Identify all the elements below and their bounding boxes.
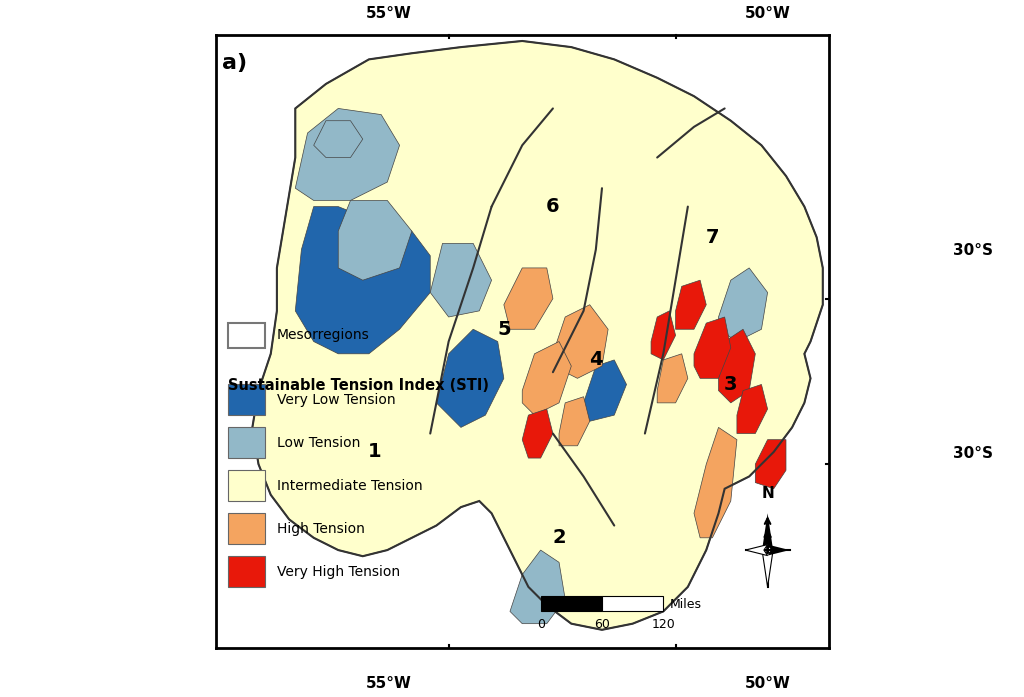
Polygon shape xyxy=(252,41,823,630)
Polygon shape xyxy=(756,440,786,489)
Polygon shape xyxy=(338,201,412,280)
Polygon shape xyxy=(737,385,768,434)
Text: a): a) xyxy=(221,53,247,73)
Polygon shape xyxy=(694,317,731,378)
Bar xyxy=(227,323,264,348)
Polygon shape xyxy=(762,550,773,587)
Text: 1: 1 xyxy=(369,443,382,461)
Text: 30°S: 30°S xyxy=(953,243,993,259)
Text: 0: 0 xyxy=(537,618,545,631)
Bar xyxy=(227,385,264,415)
Bar xyxy=(227,556,264,587)
Text: Low Tension: Low Tension xyxy=(276,436,360,450)
Polygon shape xyxy=(719,268,768,342)
Text: High Tension: High Tension xyxy=(276,521,365,535)
Polygon shape xyxy=(719,329,756,403)
Polygon shape xyxy=(553,305,608,378)
Text: Intermediate Tension: Intermediate Tension xyxy=(276,479,423,493)
Polygon shape xyxy=(295,109,399,201)
Text: Very High Tension: Very High Tension xyxy=(276,565,400,579)
Text: Mesorregions: Mesorregions xyxy=(276,328,370,342)
Text: 120: 120 xyxy=(651,618,675,631)
Bar xyxy=(227,427,264,458)
Text: 50°W: 50°W xyxy=(745,676,791,691)
Text: 2: 2 xyxy=(552,528,566,547)
Polygon shape xyxy=(651,311,676,360)
Text: Sustainable Tension Index (STI): Sustainable Tension Index (STI) xyxy=(227,378,488,393)
Polygon shape xyxy=(504,268,553,329)
Bar xyxy=(227,513,264,544)
Polygon shape xyxy=(522,409,553,458)
Polygon shape xyxy=(295,206,430,354)
Text: Miles: Miles xyxy=(670,597,701,611)
Text: 6: 6 xyxy=(546,197,560,216)
Polygon shape xyxy=(559,397,590,446)
Polygon shape xyxy=(430,243,492,317)
Text: N: N xyxy=(761,486,774,501)
Text: 55°W: 55°W xyxy=(367,676,412,691)
Polygon shape xyxy=(762,513,773,550)
Text: 50°W: 50°W xyxy=(745,6,791,21)
Polygon shape xyxy=(745,544,768,556)
Text: 30°S: 30°S xyxy=(953,445,993,461)
Text: 5: 5 xyxy=(497,320,511,339)
Bar xyxy=(541,596,602,611)
Polygon shape xyxy=(510,550,565,624)
Text: 7: 7 xyxy=(706,228,719,247)
Polygon shape xyxy=(436,329,504,427)
Polygon shape xyxy=(313,121,362,158)
Text: 4: 4 xyxy=(589,351,603,369)
Text: 60: 60 xyxy=(594,618,610,631)
Polygon shape xyxy=(676,280,707,329)
Polygon shape xyxy=(657,354,688,403)
Polygon shape xyxy=(584,360,627,421)
Polygon shape xyxy=(694,427,737,538)
Polygon shape xyxy=(522,342,571,415)
Bar xyxy=(602,596,664,611)
Text: Very Low Tension: Very Low Tension xyxy=(276,393,395,407)
Text: 3: 3 xyxy=(724,375,737,394)
Bar xyxy=(227,470,264,501)
Text: 55°W: 55°W xyxy=(367,6,412,21)
Polygon shape xyxy=(768,544,790,556)
